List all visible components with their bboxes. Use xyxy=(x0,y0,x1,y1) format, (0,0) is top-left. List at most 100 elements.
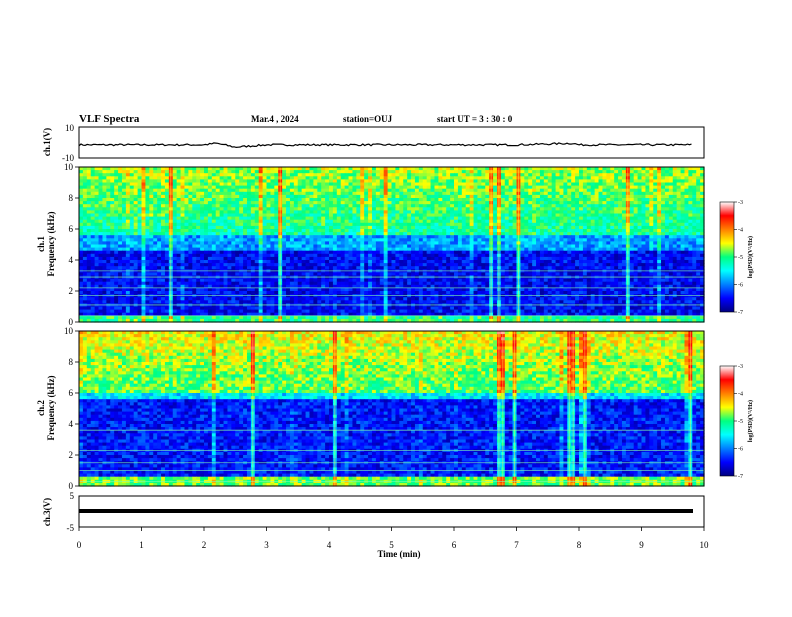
spectrogram-cell xyxy=(641,182,647,187)
spectrogram-cell xyxy=(270,176,275,180)
spectrogram-cell xyxy=(383,182,389,187)
spectrogram-cell xyxy=(204,170,209,174)
spectrogram-cell xyxy=(352,179,357,184)
spectrogram-cell xyxy=(512,179,518,184)
spectrogram-cell xyxy=(149,179,154,184)
spectrogram-cell xyxy=(422,176,428,180)
spectrogram-cell xyxy=(504,185,510,190)
spectrogram-cell xyxy=(661,179,666,184)
spectrogram-cell xyxy=(575,188,580,193)
spectrogram-cell xyxy=(676,182,682,187)
spectrogram-cell xyxy=(422,167,428,171)
spectrogram-cell xyxy=(520,188,525,193)
spectrogram-cell xyxy=(563,167,568,171)
spectrogram-cell xyxy=(512,167,518,171)
spectrogram-cell xyxy=(379,179,385,184)
spectrogram-cell xyxy=(664,185,670,190)
spectrogram-cell xyxy=(696,185,701,190)
spectrogram-cell xyxy=(551,176,557,180)
spectrogram-cell xyxy=(645,173,650,177)
spectrogram-cell xyxy=(500,182,506,187)
spectrogram-cell xyxy=(563,182,568,187)
spectrogram-cell xyxy=(508,173,514,177)
spectrogram-cell xyxy=(254,176,260,180)
spectrogram-cell xyxy=(348,188,354,193)
spectrogram-cell xyxy=(629,167,635,171)
spectrogram-cell xyxy=(317,173,322,177)
spectrogram-cell xyxy=(239,170,244,174)
spectrogram-cell xyxy=(637,188,643,193)
spectrogram-cell xyxy=(645,167,650,171)
spectrogram-cell xyxy=(364,188,369,193)
spectrogram-cell xyxy=(266,170,272,174)
spectrogram-cell xyxy=(438,182,443,187)
spectrogram-cell xyxy=(325,167,330,171)
spectrogram-cell xyxy=(586,188,592,193)
spectrogram-cell xyxy=(465,173,471,177)
spectrogram-cell xyxy=(200,167,205,171)
spectrogram-cell xyxy=(664,188,670,193)
spectrogram-cell xyxy=(329,179,334,184)
spectrogram-cell xyxy=(473,182,479,187)
spectrogram-cell xyxy=(145,182,150,187)
spectrogram-cell xyxy=(375,173,381,177)
spectrogram-cell xyxy=(258,173,264,177)
spectrogram-cell xyxy=(454,179,459,184)
spectrogram-cell xyxy=(192,179,197,184)
spectrogram-cell xyxy=(508,167,514,171)
spectrogram-cell xyxy=(664,173,670,177)
spectrogram-cell xyxy=(379,173,385,177)
spectrogram-cell xyxy=(141,170,147,174)
spectrogram-cell xyxy=(430,182,436,187)
spectrogram-cell xyxy=(293,167,299,171)
spectrogram-cell xyxy=(379,167,385,171)
spectrogram-cell xyxy=(192,170,197,174)
spectrogram-cell xyxy=(180,179,186,184)
spectrogram-cell xyxy=(82,167,88,171)
spectrogram-cell xyxy=(231,170,236,174)
spectrogram-cell xyxy=(688,170,693,174)
spectrogram-cell xyxy=(243,173,248,177)
spectrogram-cell xyxy=(614,176,619,180)
spectrogram-cell xyxy=(286,179,291,184)
spectrogram-cell xyxy=(457,170,463,174)
spectrogram-cell xyxy=(387,167,393,171)
spectrogram-cell xyxy=(79,185,84,190)
spectrogram-cell xyxy=(86,170,92,174)
spectrogram-cell xyxy=(196,182,201,187)
spectrogram-cell xyxy=(106,176,111,180)
spectrogram-cell xyxy=(442,182,447,187)
spectrogram-cell xyxy=(524,185,529,190)
spectrogram-cell xyxy=(633,170,639,174)
spectrogram-cell xyxy=(555,182,561,187)
spectrogram-cell xyxy=(539,179,545,184)
spectrogram-cell xyxy=(555,167,561,171)
spectrogram-cell xyxy=(118,182,123,187)
spectrogram-cell xyxy=(407,188,412,193)
spectrogram-cell xyxy=(438,188,443,193)
spectrogram-cell xyxy=(426,188,432,193)
spectrogram-cell xyxy=(520,173,525,177)
spectrogram-cell xyxy=(348,182,354,187)
spectrogram-cell xyxy=(286,167,291,171)
spectrogram-cell xyxy=(301,188,307,193)
spectrogram-cell xyxy=(571,185,576,190)
spectrogram-cell xyxy=(243,170,248,174)
spectrogram-cell xyxy=(457,182,463,187)
spectrogram-cell xyxy=(196,170,201,174)
spectrogram-cell xyxy=(575,182,580,187)
spectrogram-cell xyxy=(528,188,533,193)
spectrogram-cell xyxy=(129,173,135,177)
spectrogram-cell xyxy=(153,170,158,174)
spectrogram-cell xyxy=(90,191,96,196)
spectrogram-cell xyxy=(172,179,178,184)
spectrogram-cell xyxy=(129,179,135,184)
spectrogram-cell xyxy=(399,173,404,177)
spectrogram-cell xyxy=(227,179,232,184)
spectrogram-cell xyxy=(418,179,424,184)
spectrogram-cell xyxy=(383,185,389,190)
spectrogram-cell xyxy=(547,173,553,177)
spectrogram-cell xyxy=(371,179,377,184)
spectrogram-cell xyxy=(602,170,607,174)
spectrogram-cell xyxy=(508,185,514,190)
